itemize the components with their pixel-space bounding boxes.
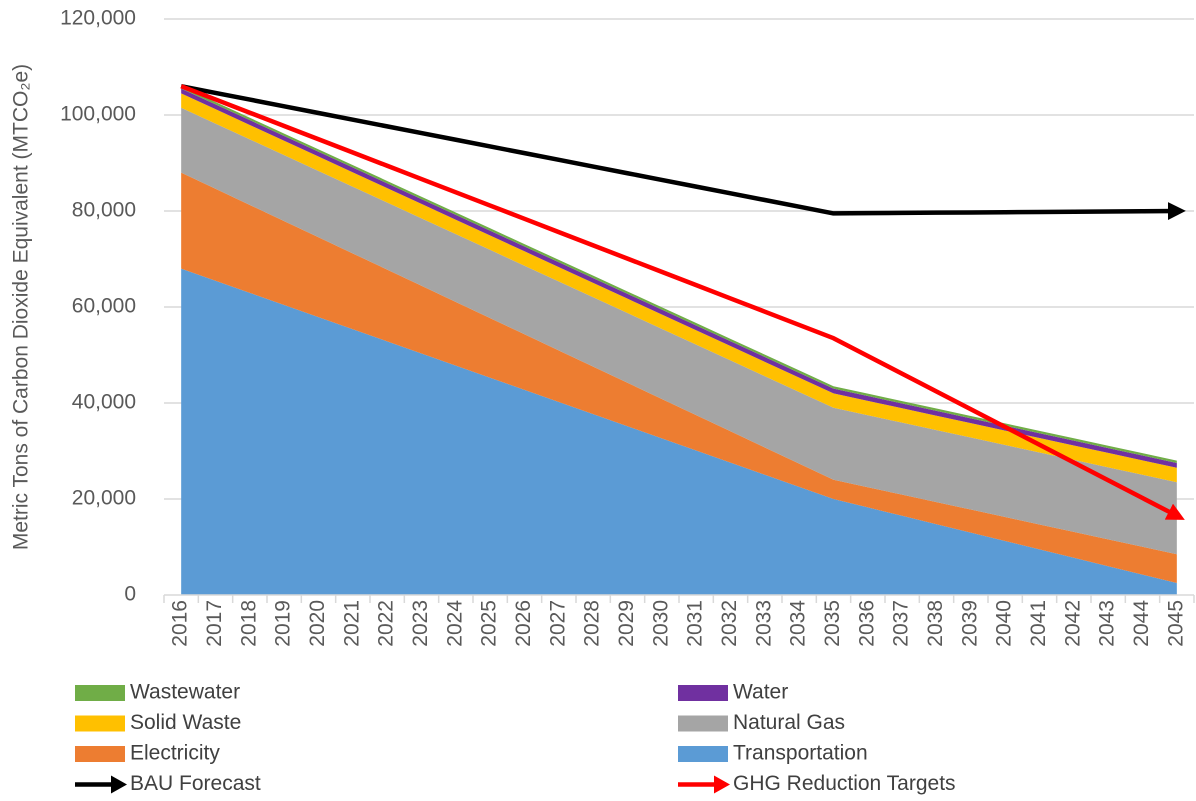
- x-tick-label: 2027: [546, 600, 569, 647]
- y-tick-label: 0: [124, 583, 136, 606]
- x-tick-label: 2022: [375, 600, 398, 647]
- legend-label: Water: [733, 681, 788, 704]
- x-tick-label: 2045: [1164, 600, 1187, 647]
- legend-swatch: [75, 715, 125, 732]
- legend-swatch: [75, 685, 125, 701]
- legend-label: Solid Waste: [130, 711, 241, 734]
- x-tick-label: 2028: [581, 600, 604, 647]
- x-tick-label: 2025: [478, 600, 501, 647]
- y-tick-label: 120,000: [60, 7, 136, 30]
- x-tick-label: 2036: [855, 600, 878, 647]
- x-tick-label: 2033: [752, 600, 775, 647]
- area: [181, 172, 1177, 583]
- legend-swatch: [678, 685, 728, 701]
- x-tick-label: 2032: [718, 600, 741, 647]
- x-tick-label: 2043: [1096, 600, 1119, 647]
- x-tick-label: 2035: [821, 600, 844, 647]
- area: [181, 268, 1177, 595]
- x-tick-label: 2017: [203, 600, 226, 647]
- y-tick-label: 60,000: [72, 295, 136, 318]
- y-tick-label: 100,000: [60, 103, 136, 126]
- y-tick-label: 20,000: [72, 487, 136, 510]
- x-tick-label: 2030: [649, 600, 672, 647]
- legend-arrow: [111, 775, 127, 794]
- x-tick-label: 2018: [237, 600, 260, 647]
- legend-label: Transportation: [733, 742, 868, 765]
- x-tick-label: 2039: [958, 600, 981, 647]
- legend-label: GHG Reduction Targets: [733, 772, 956, 795]
- x-tick-label: 2031: [684, 600, 707, 647]
- x-tick-label: 2019: [272, 600, 295, 647]
- x-tick-label: 2040: [993, 600, 1016, 647]
- x-tick-label: 2026: [512, 600, 535, 647]
- line: [180, 84, 1185, 520]
- x-tick-label: 2044: [1130, 600, 1153, 647]
- x-tick-label: 2038: [924, 600, 947, 647]
- x-tick-label: 2042: [1061, 600, 1084, 647]
- area: [181, 107, 1177, 555]
- legend-swatch: [678, 746, 728, 762]
- legend-arrow: [714, 775, 730, 794]
- x-tick-label: 2021: [340, 600, 363, 647]
- x-tick-label: 2041: [1027, 600, 1050, 647]
- legend-label: Natural Gas: [733, 711, 845, 734]
- x-tick-label: 2037: [890, 600, 913, 647]
- x-tick-label: 2024: [443, 600, 466, 647]
- legend-label: Electricity: [130, 742, 220, 765]
- x-tick-label: 2023: [409, 600, 432, 647]
- x-tick-label: 2020: [306, 600, 329, 647]
- y-axis-label: Metric Tons of Carbon Dioxide Equivalent…: [10, 64, 33, 550]
- legend-swatch: [75, 746, 125, 762]
- x-tick-label: 2029: [615, 600, 638, 647]
- line: [180, 83, 1186, 221]
- legend-label: Wastewater: [130, 681, 240, 704]
- x-tick-label: 2034: [787, 600, 810, 647]
- y-tick-label: 40,000: [72, 391, 136, 414]
- legend-swatch: [678, 715, 728, 732]
- y-tick-label: 80,000: [72, 199, 136, 222]
- x-tick-label: 2016: [169, 600, 192, 647]
- legend-label: BAU Forecast: [130, 772, 261, 795]
